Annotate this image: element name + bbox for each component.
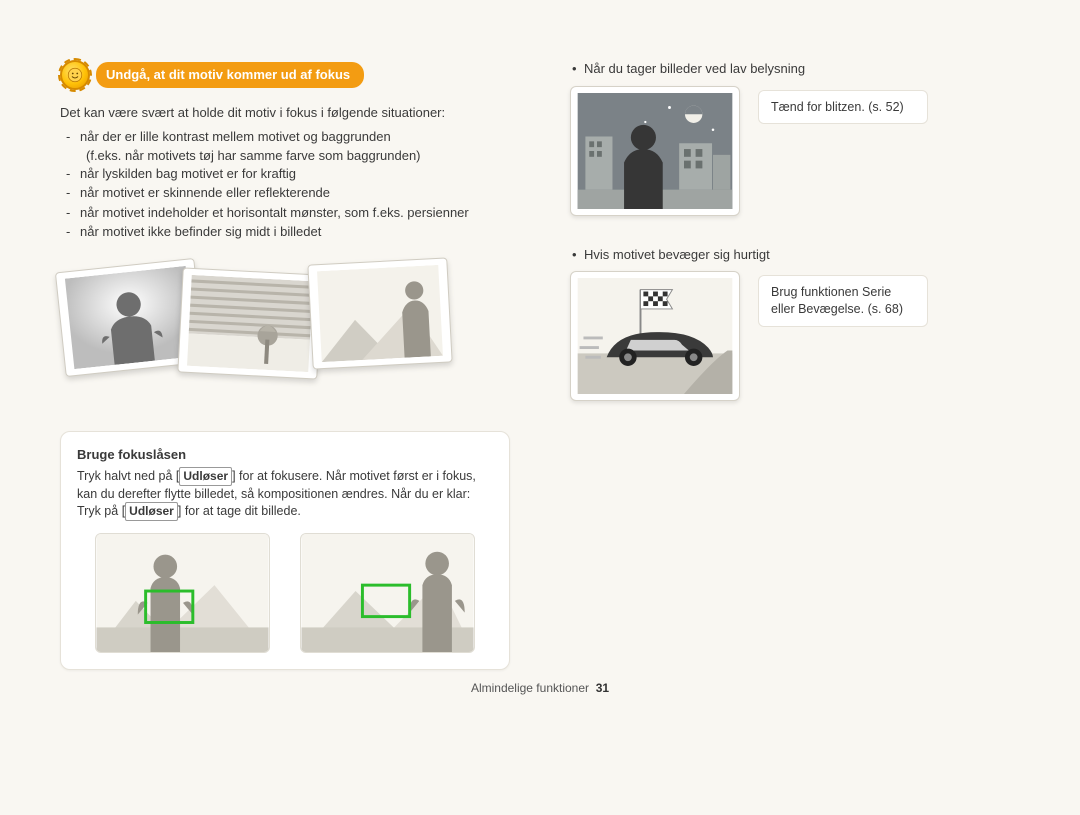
callout-title: Bruge fokuslåsen <box>77 446 493 464</box>
list-item: når motivet ikke befinder sig midt i bil… <box>72 223 510 241</box>
focus-before <box>95 533 270 653</box>
section-title: Undgå, at dit motiv kommer ud af fokus <box>96 62 364 88</box>
tip2-bullet: Hvis motivet bevæger sig hurtigt <box>570 246 1020 264</box>
intro-text: Det kan være svært at holde dit motiv i … <box>60 104 510 122</box>
left-column: Undgå, at dit motiv kommer ud af fokus D… <box>60 60 510 670</box>
list-item: når lyskilden bag motivet er for kraftig <box>72 165 510 183</box>
shutter-key: Udløser <box>125 502 178 520</box>
focus-lock-callout: Bruge fokuslåsen Tryk halvt ned på [Udlø… <box>60 431 510 670</box>
callout-body: Tryk halvt ned på [Udløser] for at fokus… <box>77 467 493 520</box>
example-photo-strip <box>60 261 510 411</box>
focus-after <box>300 533 475 653</box>
list-item: når motivet indeholder et horisontalt mø… <box>72 204 510 222</box>
sun-smiley-icon <box>60 60 90 90</box>
focus-issues-list: når der er lille kontrast mellem motivet… <box>60 128 510 241</box>
shutter-key: Udløser <box>179 467 232 485</box>
footer-section: Almindelige funktioner <box>471 681 589 695</box>
tip1-bullet: Når du tager billeder ved lav belysning <box>570 60 1020 78</box>
list-item: når motivet er skinnende eller reflekter… <box>72 184 510 202</box>
list-item: når der er lille kontrast mellem motivet… <box>72 128 510 146</box>
tip2-label: Brug funktionen Serie eller Bevægelse. (… <box>758 275 928 327</box>
list-subitem: (f.eks. når motivets tøj har samme farve… <box>72 147 510 165</box>
thumb-blinds <box>177 267 322 379</box>
right-column: Når du tager billeder ved lav belysning <box>570 60 1020 670</box>
tip1-illustration <box>570 86 740 216</box>
footer-page-number: 31 <box>596 681 609 695</box>
tip1-label: Tænd for blitzen. (s. 52) <box>758 90 928 125</box>
page-footer: Almindelige funktioner 31 <box>0 680 1080 696</box>
thumb-offcenter <box>307 257 452 369</box>
tip2-illustration <box>570 271 740 401</box>
